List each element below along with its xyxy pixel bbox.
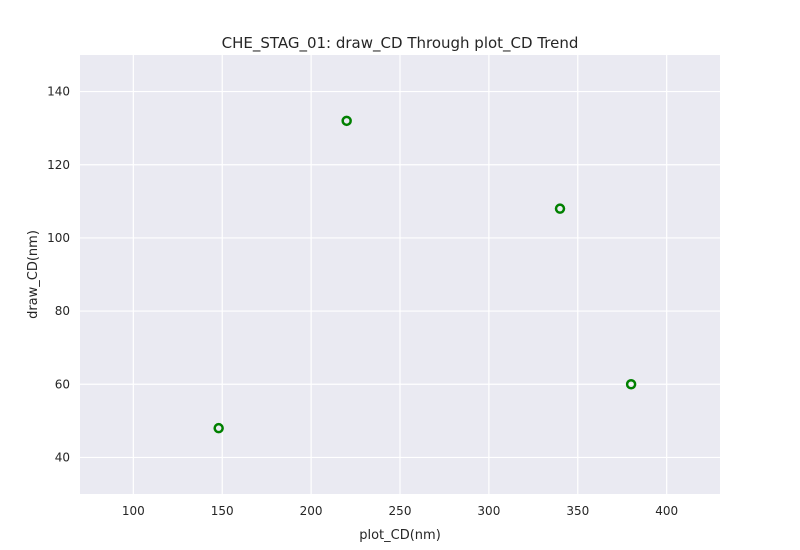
data-point xyxy=(341,115,352,127)
y-axis-ticks: 40 60 80 100 120 140 xyxy=(47,85,70,465)
data-point xyxy=(554,203,566,214)
x-tick-label: 300 xyxy=(477,504,500,518)
y-tick-label: 40 xyxy=(55,450,70,464)
x-axis-label: plot_CD(nm) xyxy=(359,528,441,543)
data-point xyxy=(625,379,637,390)
data-points xyxy=(213,115,637,434)
y-tick-label: 100 xyxy=(47,231,70,245)
data-point xyxy=(213,422,224,434)
y-tick-label: 140 xyxy=(47,85,70,99)
y-tick-label: 120 xyxy=(47,158,70,172)
chart-title: CHE_STAG_01: draw_CD Through plot_CD Tre… xyxy=(222,34,579,53)
x-tick-label: 100 xyxy=(122,504,145,518)
x-tick-label: 400 xyxy=(655,504,678,518)
x-axis-ticks: 100 150 200 250 300 350 400 xyxy=(122,504,678,518)
y-tick-label: 60 xyxy=(55,377,70,391)
x-tick-label: 250 xyxy=(389,504,412,518)
y-axis-label: draw_CD(nm) xyxy=(26,230,41,319)
x-tick-label: 350 xyxy=(566,504,589,518)
x-tick-label: 200 xyxy=(300,504,323,518)
x-tick-label: 150 xyxy=(211,504,234,518)
y-tick-label: 80 xyxy=(55,304,70,318)
grid xyxy=(80,55,720,494)
